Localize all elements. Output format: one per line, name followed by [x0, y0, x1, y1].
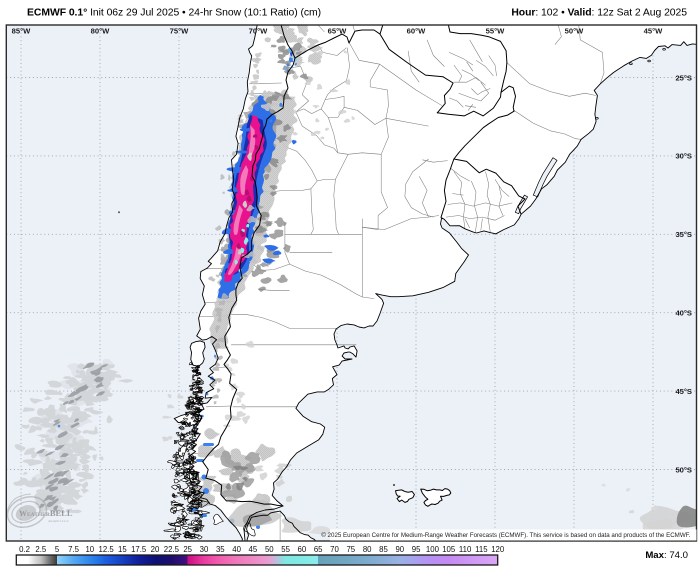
- svg-text:45°W: 45°W: [644, 27, 663, 36]
- svg-text:5: 5: [55, 545, 60, 554]
- svg-text:115: 115: [475, 545, 488, 554]
- svg-text:50: 50: [265, 545, 274, 554]
- svg-text:70: 70: [330, 545, 339, 554]
- svg-text:2.5: 2.5: [35, 545, 47, 554]
- svg-text:65°W: 65°W: [328, 27, 347, 36]
- svg-text:120: 120: [491, 545, 505, 554]
- svg-text:15: 15: [118, 545, 127, 554]
- svg-text:75: 75: [346, 545, 355, 554]
- svg-text:45: 45: [249, 545, 258, 554]
- svg-text:30: 30: [200, 545, 209, 554]
- svg-text:25: 25: [183, 545, 192, 554]
- svg-text:20: 20: [151, 545, 160, 554]
- svg-text:50°W: 50°W: [565, 27, 584, 36]
- svg-text:10: 10: [85, 545, 94, 554]
- svg-text:45°S: 45°S: [675, 387, 692, 396]
- svg-text:100: 100: [426, 545, 440, 554]
- svg-text:105: 105: [442, 545, 456, 554]
- svg-text:75°W: 75°W: [170, 27, 189, 36]
- svg-text:© 2025 European Centre for Med: © 2025 European Centre for Medium-Range …: [321, 532, 690, 539]
- svg-text:30°S: 30°S: [675, 152, 692, 161]
- svg-text:7.5: 7.5: [68, 545, 80, 554]
- svg-text:60: 60: [298, 545, 307, 554]
- svg-text:0.2: 0.2: [19, 545, 30, 554]
- svg-text:70°W: 70°W: [249, 27, 268, 36]
- svg-text:55°W: 55°W: [486, 27, 505, 36]
- svg-text:25°S: 25°S: [675, 73, 692, 82]
- svg-text:WEATHERBELL: WEATHERBELL: [19, 508, 73, 518]
- svg-text:40: 40: [232, 545, 241, 554]
- svg-text:85: 85: [379, 545, 388, 554]
- svg-text:50°S: 50°S: [675, 465, 692, 474]
- svg-text:65: 65: [314, 545, 323, 554]
- svg-text:Max: 74.0: Max: 74.0: [645, 550, 688, 561]
- svg-text:90: 90: [395, 545, 404, 554]
- svg-text:35°S: 35°S: [675, 230, 692, 239]
- svg-text:22.5: 22.5: [164, 545, 180, 554]
- svg-text:60°W: 60°W: [407, 27, 426, 36]
- svg-text:Hour: 102 • Valid: 12z Sat 2 A: Hour: 102 • Valid: 12z Sat 2 Aug 2025: [511, 8, 687, 19]
- svg-text:17.5: 17.5: [131, 545, 147, 554]
- svg-text:35: 35: [216, 545, 225, 554]
- svg-text:ECMWF 0.1° Init 06z 29 Jul 202: ECMWF 0.1° Init 06z 29 Jul 2025 • 24-hr …: [27, 8, 321, 19]
- svg-text:55: 55: [281, 545, 290, 554]
- svg-text:85°W: 85°W: [12, 27, 31, 36]
- svg-text:Analytics LLC: Analytics LLC: [48, 519, 70, 523]
- svg-text:110: 110: [459, 545, 472, 554]
- svg-text:12.5: 12.5: [99, 545, 115, 554]
- svg-text:80°W: 80°W: [91, 27, 110, 36]
- svg-text:40°S: 40°S: [675, 309, 692, 318]
- svg-text:95: 95: [412, 545, 421, 554]
- svg-text:80: 80: [363, 545, 372, 554]
